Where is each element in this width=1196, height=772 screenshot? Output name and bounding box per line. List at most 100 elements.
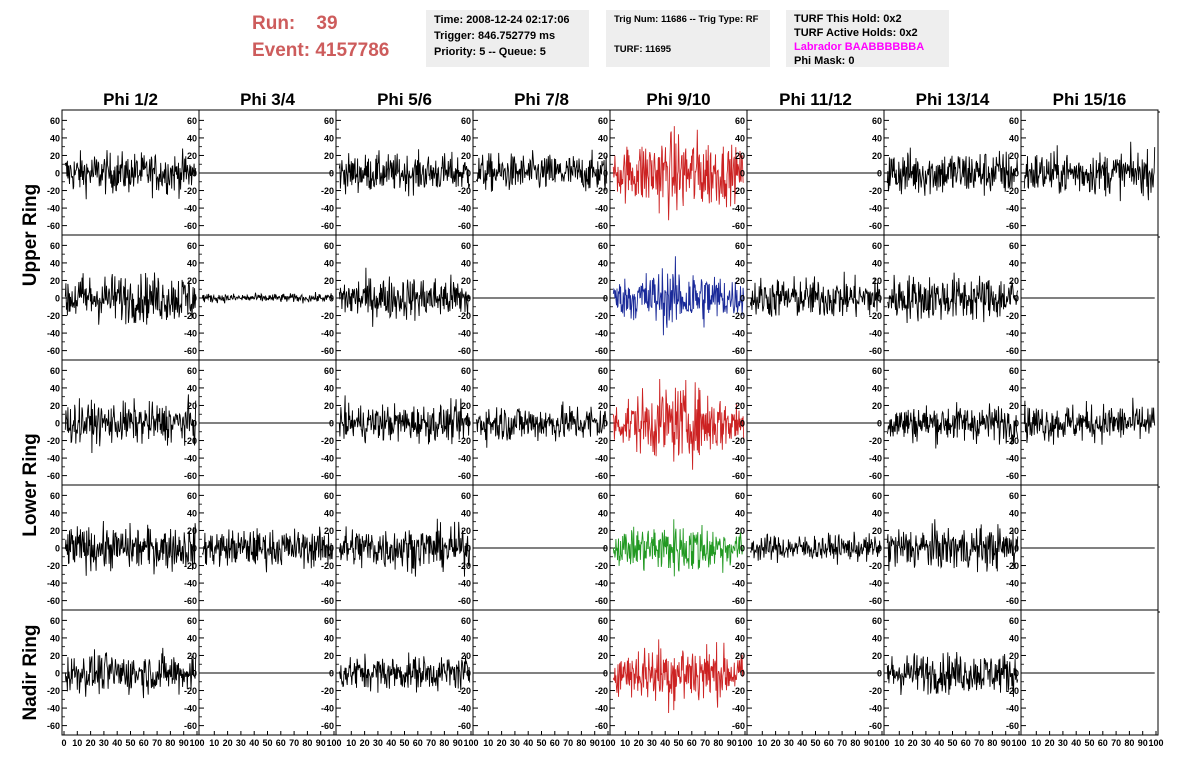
y-tick-label: -40 (321, 454, 334, 464)
y-tick-label: -20 (595, 561, 608, 571)
y-tick-label: -60 (732, 471, 745, 481)
y-tick-label: -60 (595, 346, 608, 356)
y-tick-label: -40 (1006, 579, 1019, 589)
x-tick-label: 60 (824, 738, 834, 748)
y-tick-label: -20 (732, 686, 745, 696)
y-tick-label: 20 (187, 526, 197, 536)
x-tick-label: 40 (660, 738, 670, 748)
x-tick-label: 60 (550, 738, 560, 748)
y-tick-label: -40 (595, 579, 608, 589)
y-tick-label: 60 (872, 366, 882, 376)
phi-mask-text: Phi Mask: 0 (794, 55, 855, 67)
waveform-trace (886, 402, 1019, 449)
y-tick-label: -20 (321, 311, 334, 321)
y-tick-label: 0 (1014, 419, 1019, 429)
y-tick-label: -40 (869, 579, 882, 589)
y-tick-label: 0 (877, 544, 882, 554)
x-tick-label: 90 (1138, 738, 1148, 748)
y-tick-label: 0 (192, 169, 197, 179)
y-tick-label: 0 (603, 544, 608, 554)
waveform-trace (475, 149, 608, 192)
x-tick-label: 90 (864, 738, 874, 748)
y-tick-label: -20 (1006, 311, 1019, 321)
x-tick-label: 100 (874, 738, 889, 748)
y-tick-label: -60 (869, 721, 882, 731)
y-tick-label: 20 (50, 151, 60, 161)
x-tick-label: 50 (536, 738, 546, 748)
x-tick-label: 10 (209, 738, 219, 748)
y-tick-label: 60 (187, 116, 197, 126)
y-tick-label: -40 (184, 454, 197, 464)
y-tick-label: 40 (50, 633, 60, 643)
y-tick-label: 0 (877, 419, 882, 429)
y-tick-label: -60 (458, 221, 471, 231)
x-tick-label: 20 (634, 738, 644, 748)
y-tick-label: 40 (1009, 633, 1019, 643)
y-tick-label: 60 (735, 116, 745, 126)
y-tick-label: 0 (329, 544, 334, 554)
y-tick-label: -60 (184, 346, 197, 356)
x-tick-label: 50 (1084, 738, 1094, 748)
y-tick-label: -20 (732, 561, 745, 571)
y-tick-label: 0 (740, 544, 745, 554)
y-tick-label: -60 (321, 471, 334, 481)
y-tick-label: 40 (872, 508, 882, 518)
y-tick-label: -60 (1006, 471, 1019, 481)
y-tick-label: -40 (321, 704, 334, 714)
y-tick-label: -40 (869, 329, 882, 339)
x-tick-label: 70 (426, 738, 436, 748)
y-tick-label: -40 (47, 579, 60, 589)
y-tick-label: 0 (1014, 544, 1019, 554)
y-tick-label: 20 (735, 651, 745, 661)
waveform-trace (338, 518, 471, 577)
waveform-trace (1023, 141, 1156, 202)
y-tick-label: -20 (458, 186, 471, 196)
x-tick-label: 90 (316, 738, 326, 748)
y-tick-label: 0 (1014, 294, 1019, 304)
y-tick-label: -40 (1006, 329, 1019, 339)
x-tick-label: 30 (1058, 738, 1068, 748)
y-tick-label: 20 (735, 526, 745, 536)
y-tick-label: 40 (187, 633, 197, 643)
x-tick-label: 60 (139, 738, 149, 748)
y-tick-label: 0 (740, 169, 745, 179)
y-tick-label: -60 (184, 596, 197, 606)
y-tick-label: 0 (466, 169, 471, 179)
priority-text: Priority: 5 -- Queue: 5 (434, 46, 546, 58)
y-tick-label: -20 (869, 311, 882, 321)
y-tick-label: -60 (595, 221, 608, 231)
run-value: 39 (316, 13, 338, 34)
turf-num-text: TURF: 11695 (614, 44, 672, 55)
y-tick-label: 0 (603, 669, 608, 679)
x-tick-label: 70 (289, 738, 299, 748)
waveform-trace (338, 149, 471, 197)
y-tick-label: -60 (321, 721, 334, 731)
y-tick-label: -40 (184, 579, 197, 589)
y-tick-label: 40 (598, 508, 608, 518)
y-tick-label: 20 (598, 151, 608, 161)
waveform-trace (886, 519, 1019, 573)
x-tick-label: 80 (576, 738, 586, 748)
y-tick-label: 60 (50, 116, 60, 126)
y-tick-label: 40 (872, 258, 882, 268)
row-group-label: Upper Ring (20, 184, 41, 286)
x-tick-label: 100 (189, 738, 204, 748)
y-tick-label: 60 (735, 241, 745, 251)
y-tick-label: -60 (869, 471, 882, 481)
y-tick-label: -40 (595, 204, 608, 214)
y-tick-label: 40 (461, 633, 471, 643)
y-tick-label: 40 (735, 508, 745, 518)
y-tick-label: -40 (184, 704, 197, 714)
y-tick-label: 60 (1009, 241, 1019, 251)
y-tick-label: 60 (50, 616, 60, 626)
y-tick-label: 40 (735, 633, 745, 643)
y-tick-label: 40 (872, 633, 882, 643)
y-tick-label: -60 (595, 721, 608, 731)
y-tick-label: 20 (324, 526, 334, 536)
y-tick-label: -20 (184, 686, 197, 696)
x-tick-label: 90 (727, 738, 737, 748)
y-tick-label: 20 (187, 276, 197, 286)
run-row: Run: 39 (252, 10, 389, 37)
x-tick-label: 30 (236, 738, 246, 748)
y-tick-label: 0 (466, 544, 471, 554)
